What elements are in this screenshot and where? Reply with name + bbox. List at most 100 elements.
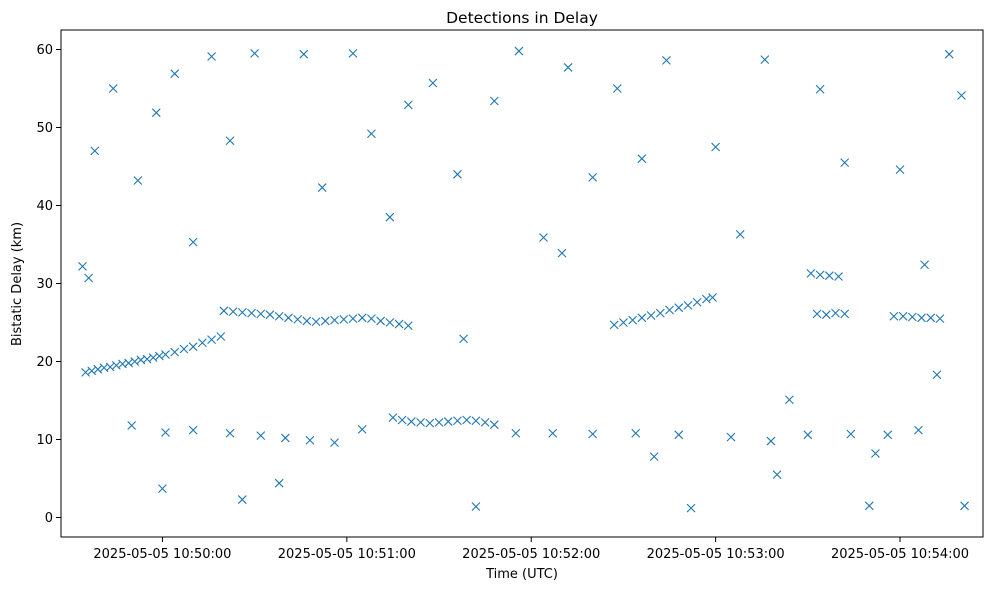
data-point (914, 425, 923, 435)
data-point (151, 108, 161, 118)
y-tick-label: 0 (45, 511, 53, 526)
data-point (406, 417, 416, 426)
data-point (674, 430, 684, 440)
data-point (588, 429, 598, 439)
y-tick-label: 60 (36, 43, 53, 58)
x-tick-label: 2025-05-05 10:52:00 (462, 547, 600, 562)
x-tick-label: 2025-05-05 10:51:00 (278, 547, 416, 562)
data-point (932, 370, 942, 380)
data-point (628, 315, 638, 325)
data-point (662, 56, 671, 65)
data-point (637, 154, 647, 164)
data-point (274, 311, 284, 321)
data-point (207, 335, 216, 345)
data-point (78, 261, 87, 271)
data-point (170, 69, 180, 79)
data-point (821, 310, 831, 320)
data-point (803, 430, 813, 440)
data-point (637, 313, 647, 323)
data-point (815, 84, 825, 94)
y-tick-label: 40 (36, 199, 53, 214)
data-point (674, 303, 684, 313)
data-point (330, 438, 339, 448)
data-point (957, 91, 966, 100)
data-point (247, 308, 256, 318)
data-point (237, 495, 247, 504)
data-point (766, 436, 776, 446)
data-point (158, 484, 167, 494)
data-point (907, 312, 917, 322)
data-point (302, 316, 312, 326)
data-point (926, 313, 936, 323)
data-point (960, 501, 969, 511)
data-point (831, 308, 840, 318)
data-point (403, 100, 413, 110)
data-point (317, 183, 327, 192)
data-point (514, 46, 524, 56)
x-axis-title: Time (UTC) (485, 567, 558, 582)
data-point (864, 501, 874, 511)
data-point (665, 305, 674, 315)
y-tick-label: 20 (36, 355, 53, 370)
data-point (692, 297, 702, 307)
data-point (834, 272, 843, 281)
data-point (920, 260, 929, 270)
data-point (840, 309, 850, 319)
x-axis: 2025-05-05 10:50:00 2025-05-05 10:51:00 20… (93, 537, 969, 562)
data-point (219, 306, 229, 316)
data-point (133, 176, 143, 185)
data-point (871, 449, 880, 458)
data-point (188, 342, 198, 352)
data-point (631, 428, 641, 438)
data-point (459, 334, 468, 344)
data-point (563, 63, 573, 72)
y-tick-label: 30 (36, 277, 53, 292)
y-axis-title: Bistatic Delay (km) (10, 222, 25, 346)
data-point (367, 129, 376, 139)
x-tick-label: 2025-05-05 10:54:00 (831, 547, 969, 562)
data-point (462, 415, 472, 425)
data-point (397, 415, 407, 425)
data-point (453, 169, 462, 179)
data-point (265, 310, 275, 320)
data-point (840, 158, 850, 167)
data-point (394, 319, 404, 329)
data-point (944, 49, 954, 59)
data-point (299, 49, 309, 59)
chart-title: Detections in Delay (446, 9, 598, 27)
data-point (179, 344, 189, 354)
data-point (609, 320, 619, 330)
data-point (708, 293, 717, 302)
data-point (711, 142, 721, 152)
data-point (806, 268, 816, 278)
data-point (646, 311, 656, 320)
data-point (735, 229, 745, 239)
data-point (90, 146, 100, 156)
data-point (480, 417, 490, 427)
data-point (683, 300, 693, 310)
data-point (898, 311, 908, 321)
data-point (428, 78, 438, 88)
data-point (557, 248, 567, 258)
data-point (207, 52, 216, 61)
data-point (655, 308, 665, 318)
data-point (815, 270, 825, 280)
data-point (935, 314, 945, 323)
data-point (225, 136, 235, 146)
data-point (127, 421, 137, 430)
data-point (170, 347, 180, 357)
data-point (917, 313, 926, 323)
data-point (403, 321, 413, 331)
data-point (188, 237, 198, 247)
data-point (348, 314, 358, 323)
data-point (588, 173, 598, 182)
data-point (237, 307, 247, 317)
data-point (280, 433, 290, 443)
y-axis: 0 10 20 30 40 50 60 (36, 43, 61, 526)
data-point (471, 416, 481, 426)
data-point (612, 84, 622, 93)
data-point (293, 314, 303, 324)
data-point (443, 417, 453, 426)
